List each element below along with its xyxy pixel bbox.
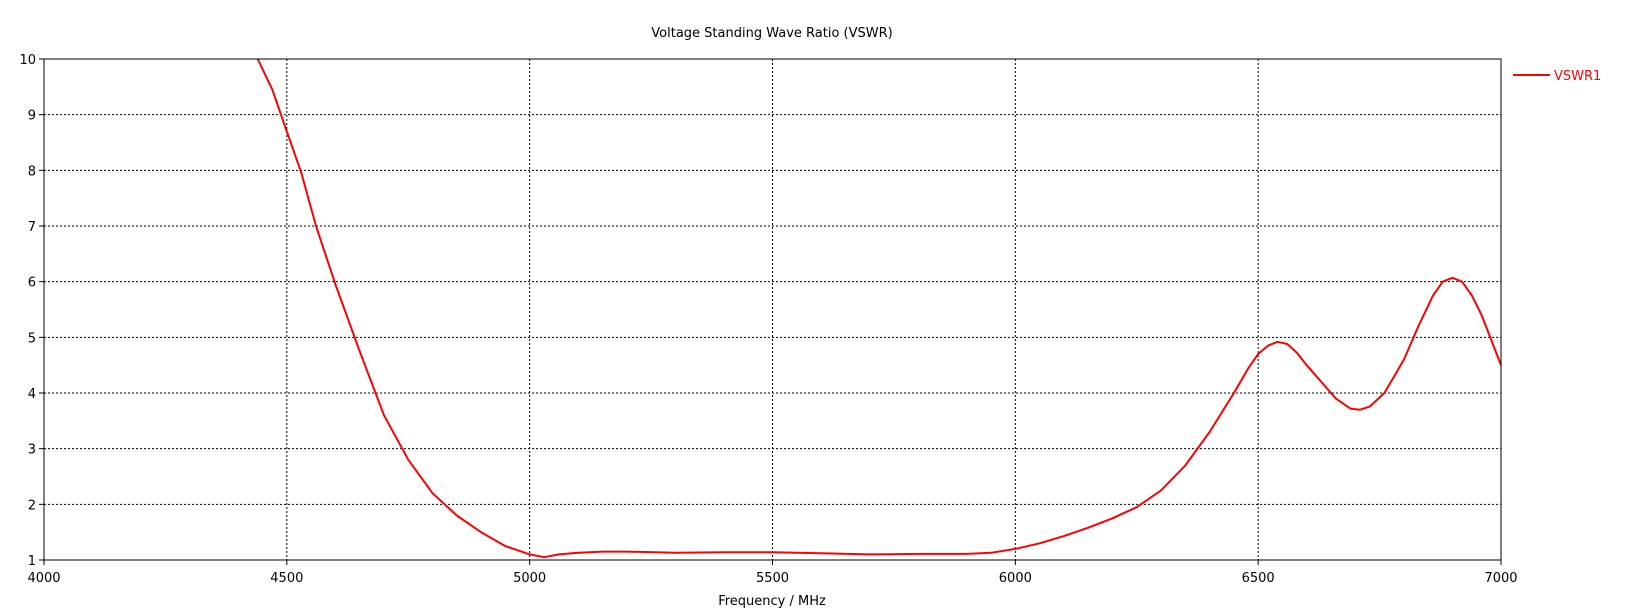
y-tick-label-7: 7 (28, 220, 36, 235)
legend[interactable]: VSWR1 (1513, 69, 1601, 84)
y-tick-label-4: 4 (28, 387, 36, 402)
legend-label-vswr1: VSWR1 (1554, 69, 1601, 84)
x-tick-label-5000: 5000 (513, 571, 546, 586)
chart-title: Voltage Standing Wave Ratio (VSWR) (651, 26, 892, 41)
x-tick-label-6500: 6500 (1242, 571, 1275, 586)
x-axis-label: Frequency / MHz (718, 594, 826, 609)
x-tick-label-6000: 6000 (999, 571, 1032, 586)
x-axis-ticks: 4000 4500 5000 5500 6000 6500 7000 (27, 560, 1518, 586)
y-tick-label-8: 8 (28, 164, 36, 179)
y-tick-label-10: 10 (19, 53, 36, 68)
y-tick-label-5: 5 (28, 331, 36, 346)
series-line-vswr1 (256, 58, 1502, 559)
y-tick-label-3: 3 (28, 443, 36, 458)
y-axis-ticks: 1 2 3 4 5 6 7 8 9 10 (19, 53, 44, 569)
y-tick-label-2: 2 (28, 498, 36, 513)
x-tick-label-7000: 7000 (1484, 571, 1517, 586)
y-tick-label-1: 1 (28, 554, 36, 569)
x-tick-label-4000: 4000 (27, 571, 60, 586)
grid-lines (44, 59, 1501, 560)
series-layer (256, 58, 1502, 559)
y-tick-label-9: 9 (28, 109, 36, 124)
x-tick-label-5500: 5500 (756, 571, 789, 586)
y-tick-label-6: 6 (28, 276, 36, 291)
x-tick-label-4500: 4500 (270, 571, 303, 586)
